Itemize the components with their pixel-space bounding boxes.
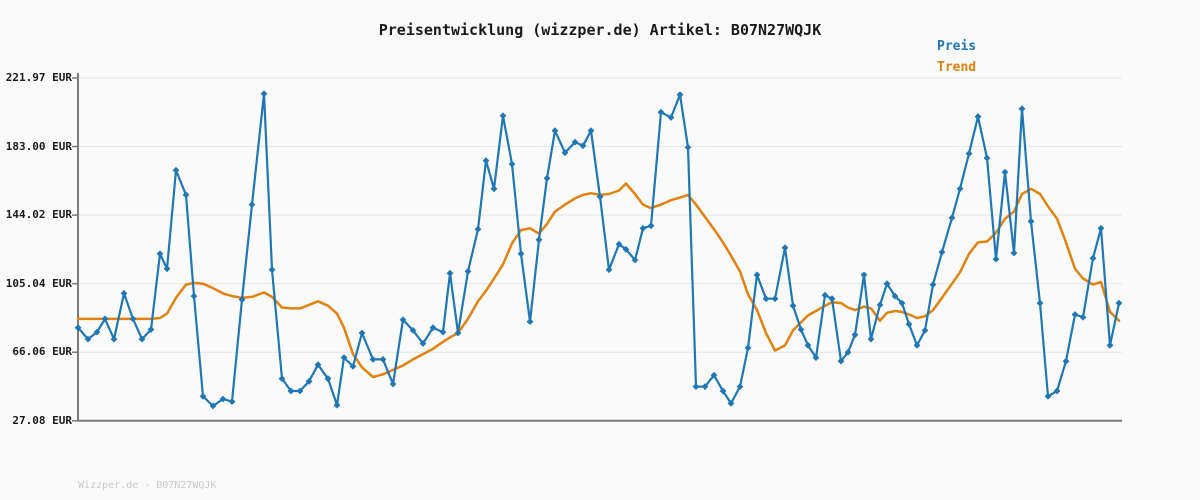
watermark-text: Wizzper.de - B07N27WQJK (78, 480, 217, 491)
y-axis-label-1: 183.00 EUR (5, 139, 72, 153)
y-axis-label-3: 105.04 EUR (5, 276, 72, 290)
y-axis-label-0: 221.97 EUR (5, 71, 72, 84)
y-axis-label-5: 27.08 EUR (12, 413, 72, 427)
legend-item-trend: Trend (937, 60, 977, 75)
chart-legend: Preis Trend (937, 40, 976, 82)
y-axis-label-4: 66.06 EUR (12, 345, 72, 359)
legend-item-preis: Preis (937, 39, 977, 54)
y-axis-label-2: 144.02 EUR (5, 208, 72, 222)
chart-title: Preisentwicklung (wizzper.de) Artikel: B… (378, 21, 822, 39)
